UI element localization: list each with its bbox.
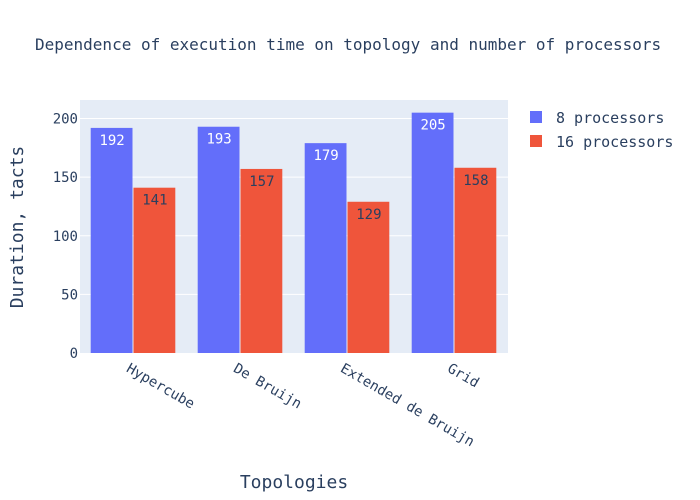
- bar-value-label: 193: [206, 132, 231, 148]
- chart-title: Dependence of execution time on topology…: [35, 35, 661, 54]
- bar: [454, 167, 497, 353]
- bar-value-label: 129: [356, 207, 381, 223]
- bar: [197, 126, 240, 353]
- legend-swatch: [530, 135, 542, 147]
- bars: 192 193 179 205 141 157 129 158: [90, 112, 497, 354]
- bar-value-label: 158: [463, 173, 488, 189]
- bar-value-label: 192: [99, 133, 124, 149]
- y-tick-label: 50: [61, 287, 78, 303]
- bar-value-label: 157: [249, 174, 274, 190]
- bar: [304, 143, 347, 353]
- y-tick-label: 150: [53, 170, 78, 186]
- y-tick-label: 0: [70, 346, 78, 362]
- bar: [411, 112, 454, 354]
- y-axis-ticks: 0 50 100 150 200: [53, 112, 78, 362]
- bar: [240, 168, 283, 353]
- bar-value-label: 179: [313, 148, 338, 164]
- legend-label: 16 processors: [556, 133, 673, 151]
- y-tick-label: 100: [53, 229, 78, 245]
- bar: [133, 187, 176, 353]
- legend: 8 processors 16 processors: [530, 109, 673, 151]
- x-tick-label: Grid: [445, 361, 482, 392]
- bar: [90, 127, 133, 354]
- y-tick-label: 200: [53, 112, 78, 128]
- y-axis-title: Duration, tacts: [7, 146, 28, 309]
- bar-value-label: 141: [142, 193, 167, 209]
- bar: [347, 201, 390, 353]
- x-tick-label: De Bruijn: [231, 361, 305, 413]
- x-tick-label: Hypercube: [124, 361, 198, 413]
- legend-swatch: [530, 111, 542, 123]
- x-axis-title: Topologies: [240, 472, 348, 493]
- bar-value-label: 205: [420, 118, 445, 134]
- legend-label: 8 processors: [556, 109, 664, 127]
